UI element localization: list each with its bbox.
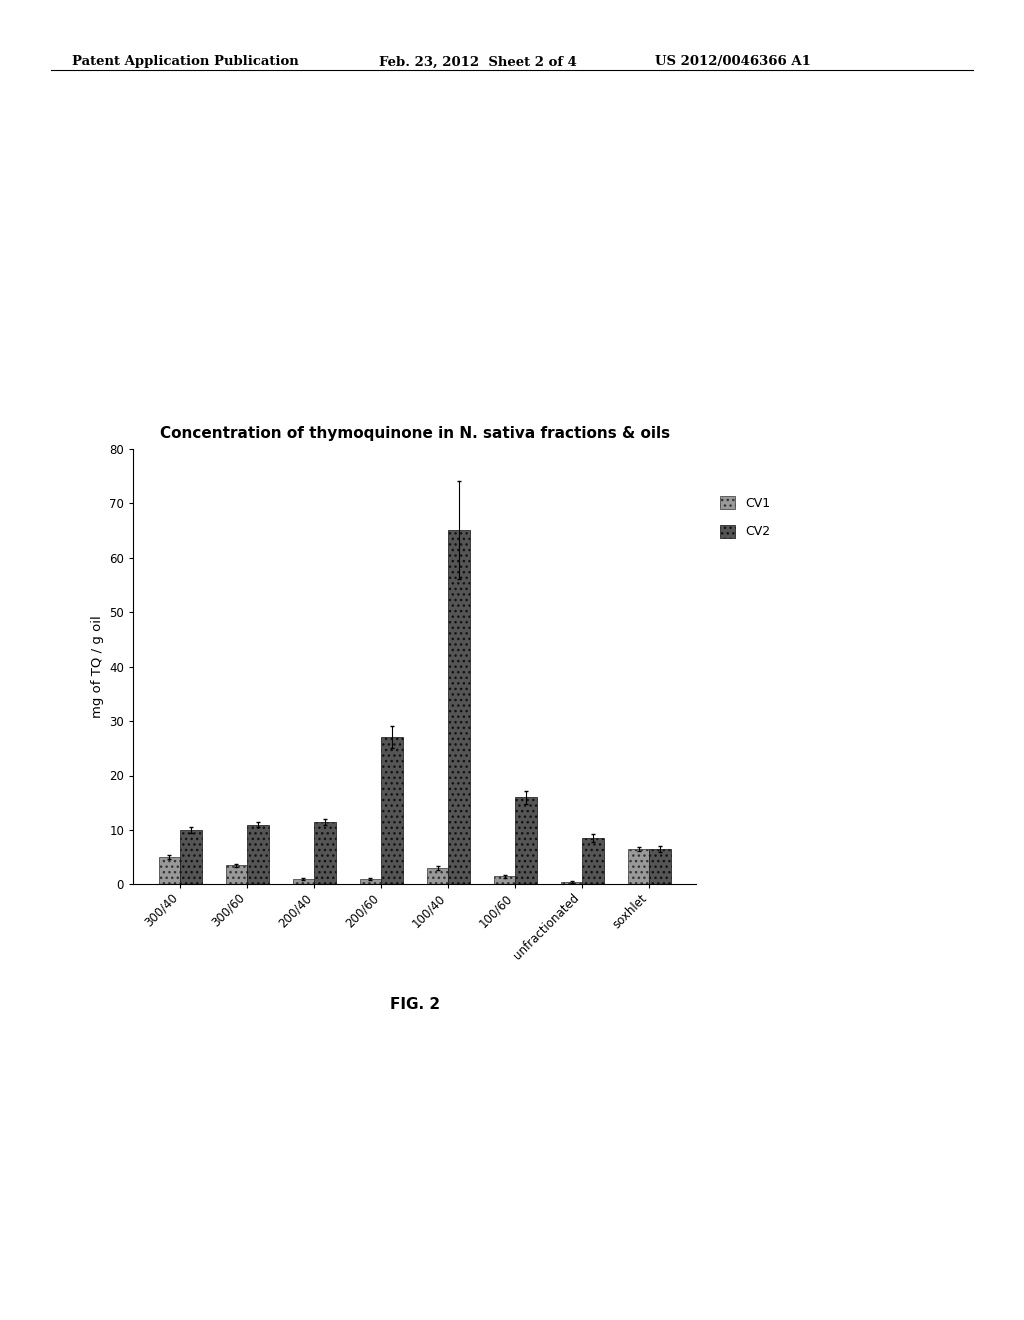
Text: FIG. 2: FIG. 2 <box>390 997 439 1011</box>
Bar <box>247 825 268 884</box>
Bar <box>649 849 671 884</box>
Y-axis label: mg of TQ / g oil: mg of TQ / g oil <box>91 615 103 718</box>
Text: Feb. 23, 2012  Sheet 2 of 4: Feb. 23, 2012 Sheet 2 of 4 <box>379 55 577 69</box>
Bar <box>494 876 515 884</box>
Bar <box>180 830 202 884</box>
Bar <box>159 857 180 884</box>
Text: US 2012/0046366 A1: US 2012/0046366 A1 <box>655 55 811 69</box>
Bar <box>515 797 537 884</box>
Text: Patent Application Publication: Patent Application Publication <box>72 55 298 69</box>
Bar <box>359 879 381 884</box>
Legend: CV1, CV2: CV1, CV2 <box>714 490 776 545</box>
Title: Concentration of thymoquinone in N. sativa fractions & oils: Concentration of thymoquinone in N. sati… <box>160 425 670 441</box>
Bar <box>628 849 649 884</box>
Bar <box>381 738 402 884</box>
Bar <box>427 869 449 884</box>
Bar <box>449 531 470 884</box>
Bar <box>314 822 336 884</box>
Bar <box>293 879 314 884</box>
Bar <box>225 866 247 884</box>
Bar <box>583 838 604 884</box>
Bar <box>561 882 583 884</box>
